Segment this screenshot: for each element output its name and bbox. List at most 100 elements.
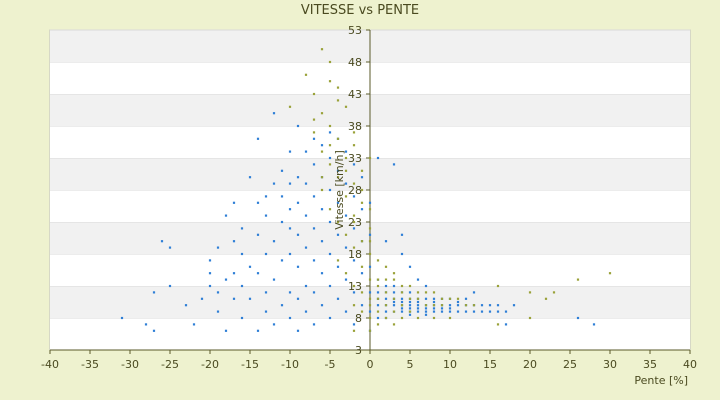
scatter-point: [488, 310, 492, 313]
scatter-point: [296, 201, 300, 204]
scatter-point: [320, 272, 324, 275]
scatter-point: [424, 313, 428, 316]
scatter-point: [288, 150, 292, 153]
scatter-point: [240, 227, 244, 230]
scatter-point: [368, 278, 372, 281]
scatter-point: [344, 169, 348, 172]
scatter-point: [336, 169, 340, 172]
scatter-point: [264, 214, 268, 217]
scatter-point: [352, 227, 356, 230]
scatter-point: [480, 304, 484, 307]
scatter-point: [368, 201, 372, 204]
x-tick-label: 30: [603, 358, 617, 371]
scatter-point: [336, 176, 340, 179]
scatter-point: [384, 310, 388, 313]
scatter-point: [376, 259, 380, 262]
scatter-point: [440, 307, 444, 310]
scatter-point: [360, 265, 364, 268]
scatter-point: [272, 182, 276, 185]
scatter-point: [328, 60, 332, 64]
scatter-point: [408, 304, 412, 307]
scatter-point: [344, 272, 348, 275]
scatter-point: [368, 156, 372, 160]
scatter-point: [576, 278, 580, 281]
scatter-point: [336, 220, 340, 224]
scatter-point: [448, 310, 452, 313]
scatter-point: [360, 304, 364, 307]
scatter-point: [504, 310, 508, 313]
scatter-point: [240, 316, 244, 320]
scatter-point: [248, 265, 252, 268]
scatter-point: [368, 240, 372, 243]
scatter-point: [384, 291, 388, 294]
scatter-point: [400, 252, 404, 256]
scatter-point: [400, 291, 404, 294]
data-points: [120, 48, 612, 332]
scatter-point: [432, 304, 436, 307]
scatter-point: [360, 201, 364, 204]
scatter-point: [320, 144, 324, 147]
scatter-point: [264, 252, 268, 256]
scatter-point: [424, 310, 428, 313]
scatter-point: [344, 156, 348, 160]
scatter-point: [360, 208, 364, 211]
scatter-point: [224, 214, 228, 217]
scatter-point: [304, 284, 308, 288]
scatter-point: [456, 300, 460, 304]
x-tick-label: -10: [281, 358, 299, 371]
x-tick-label: -20: [201, 358, 219, 371]
scatter-point: [392, 291, 396, 294]
scatter-point: [392, 297, 396, 300]
scatter-point: [328, 131, 332, 134]
scatter-point: [232, 272, 236, 275]
scatter-point: [328, 252, 332, 256]
scatter-point: [352, 182, 356, 185]
scatter-point: [368, 291, 372, 294]
scatter-point: [256, 201, 260, 204]
scatter-point: [392, 272, 396, 275]
scatter-point: [328, 316, 332, 320]
scatter-point: [312, 118, 316, 121]
scatter-point: [336, 265, 340, 268]
x-tick-label: -15: [241, 358, 259, 371]
scatter-point: [152, 329, 156, 332]
axes: [49, 29, 691, 354]
scatter-point: [384, 240, 388, 243]
scatter-point: [264, 310, 268, 313]
scatter-point: [400, 316, 404, 320]
scatter-point: [256, 272, 260, 275]
scatter-point: [288, 105, 292, 108]
scatter-point: [216, 246, 220, 249]
scatter-point: [328, 188, 332, 192]
scatter-point: [296, 124, 300, 128]
scatter-point: [424, 284, 428, 288]
x-tick-label: 35: [643, 358, 657, 371]
scatter-point: [368, 310, 372, 313]
scatter-point: [360, 240, 364, 243]
scatter-point: [352, 259, 356, 262]
scatter-point: [384, 278, 388, 281]
scatter-point: [120, 316, 124, 320]
x-axis-title: Pente [%]: [634, 374, 688, 387]
scatter-point: [368, 316, 372, 320]
scatter-point: [328, 80, 332, 83]
scatter-point: [392, 163, 396, 166]
scatter-point: [312, 259, 316, 262]
scatter-point: [408, 307, 412, 310]
scatter-point: [504, 323, 508, 326]
scatter-point: [352, 220, 356, 224]
scatter-point: [416, 278, 420, 281]
scatter-point: [400, 304, 404, 307]
scatter-point: [288, 182, 292, 185]
x-tick-label: 5: [407, 358, 414, 371]
scatter-point: [448, 307, 452, 310]
scatter-point: [248, 176, 252, 179]
scatter-point: [368, 233, 372, 236]
x-tick-label: 10: [443, 358, 457, 371]
scatter-point: [328, 284, 332, 288]
scatter-point: [312, 323, 316, 326]
scatter-point: [280, 169, 284, 172]
scatter-point: [376, 278, 380, 281]
